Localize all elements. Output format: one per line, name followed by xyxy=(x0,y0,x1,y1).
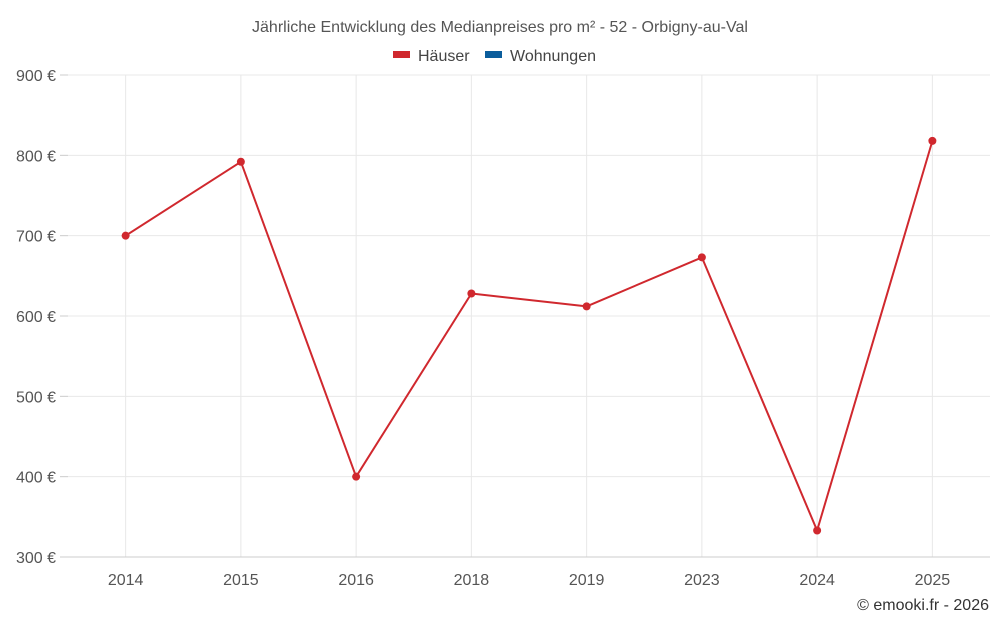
x-tick-label: 2016 xyxy=(338,572,374,589)
data-point-haeuser-2016[interactable] xyxy=(352,472,361,481)
y-tick-label: 300 € xyxy=(16,550,56,567)
x-tick-label: 2018 xyxy=(454,572,490,589)
y-tick-label: 500 € xyxy=(16,389,56,406)
y-tick-label: 600 € xyxy=(16,309,56,326)
legend-swatch-haeuser xyxy=(393,51,410,58)
data-point-haeuser-2025[interactable] xyxy=(928,136,937,145)
y-axis-ticks: 300 € 400 € 500 € 600 € 700 € 800 € 900 € xyxy=(16,68,68,567)
chart-title: Jährliche Entwicklung des Medianpreises … xyxy=(252,19,748,36)
data-point-haeuser-2018[interactable] xyxy=(467,289,476,298)
data-point-haeuser-2019[interactable] xyxy=(582,302,591,311)
data-point-haeuser-2024[interactable] xyxy=(813,526,822,535)
data-point-haeuser-2023[interactable] xyxy=(697,253,706,262)
grid xyxy=(68,74,990,557)
y-tick-label: 800 € xyxy=(16,148,56,165)
data-point-haeuser-2015[interactable] xyxy=(236,157,245,166)
y-tick-label: 700 € xyxy=(16,229,56,246)
x-tick-label: 2015 xyxy=(223,572,259,589)
legend-swatch-wohnungen xyxy=(485,51,502,58)
legend-label-wohnungen: Wohnungen xyxy=(510,48,596,65)
legend-item-haeuser[interactable]: Häuser xyxy=(393,48,470,65)
series-line-haeuser xyxy=(125,140,934,532)
credit-text: © emooki.fr - 2026 xyxy=(857,597,989,614)
x-tick-label: 2024 xyxy=(799,572,835,589)
legend: Häuser Wohnungen xyxy=(393,48,596,65)
legend-item-wohnungen[interactable]: Wohnungen xyxy=(485,48,596,65)
series-haeuser xyxy=(121,136,937,535)
x-tick-label: 2019 xyxy=(569,572,605,589)
x-tick-label: 2025 xyxy=(915,572,951,589)
x-tick-label: 2023 xyxy=(684,572,720,589)
legend-label-haeuser: Häuser xyxy=(418,48,470,65)
y-tick-label: 400 € xyxy=(16,470,56,487)
y-tick-label: 900 € xyxy=(16,68,56,85)
x-tick-label: 2014 xyxy=(108,572,144,589)
data-point-haeuser-2014[interactable] xyxy=(121,231,130,240)
x-axis-ticks: 2014 2015 2016 2018 2019 2023 2024 2025 xyxy=(108,572,950,589)
